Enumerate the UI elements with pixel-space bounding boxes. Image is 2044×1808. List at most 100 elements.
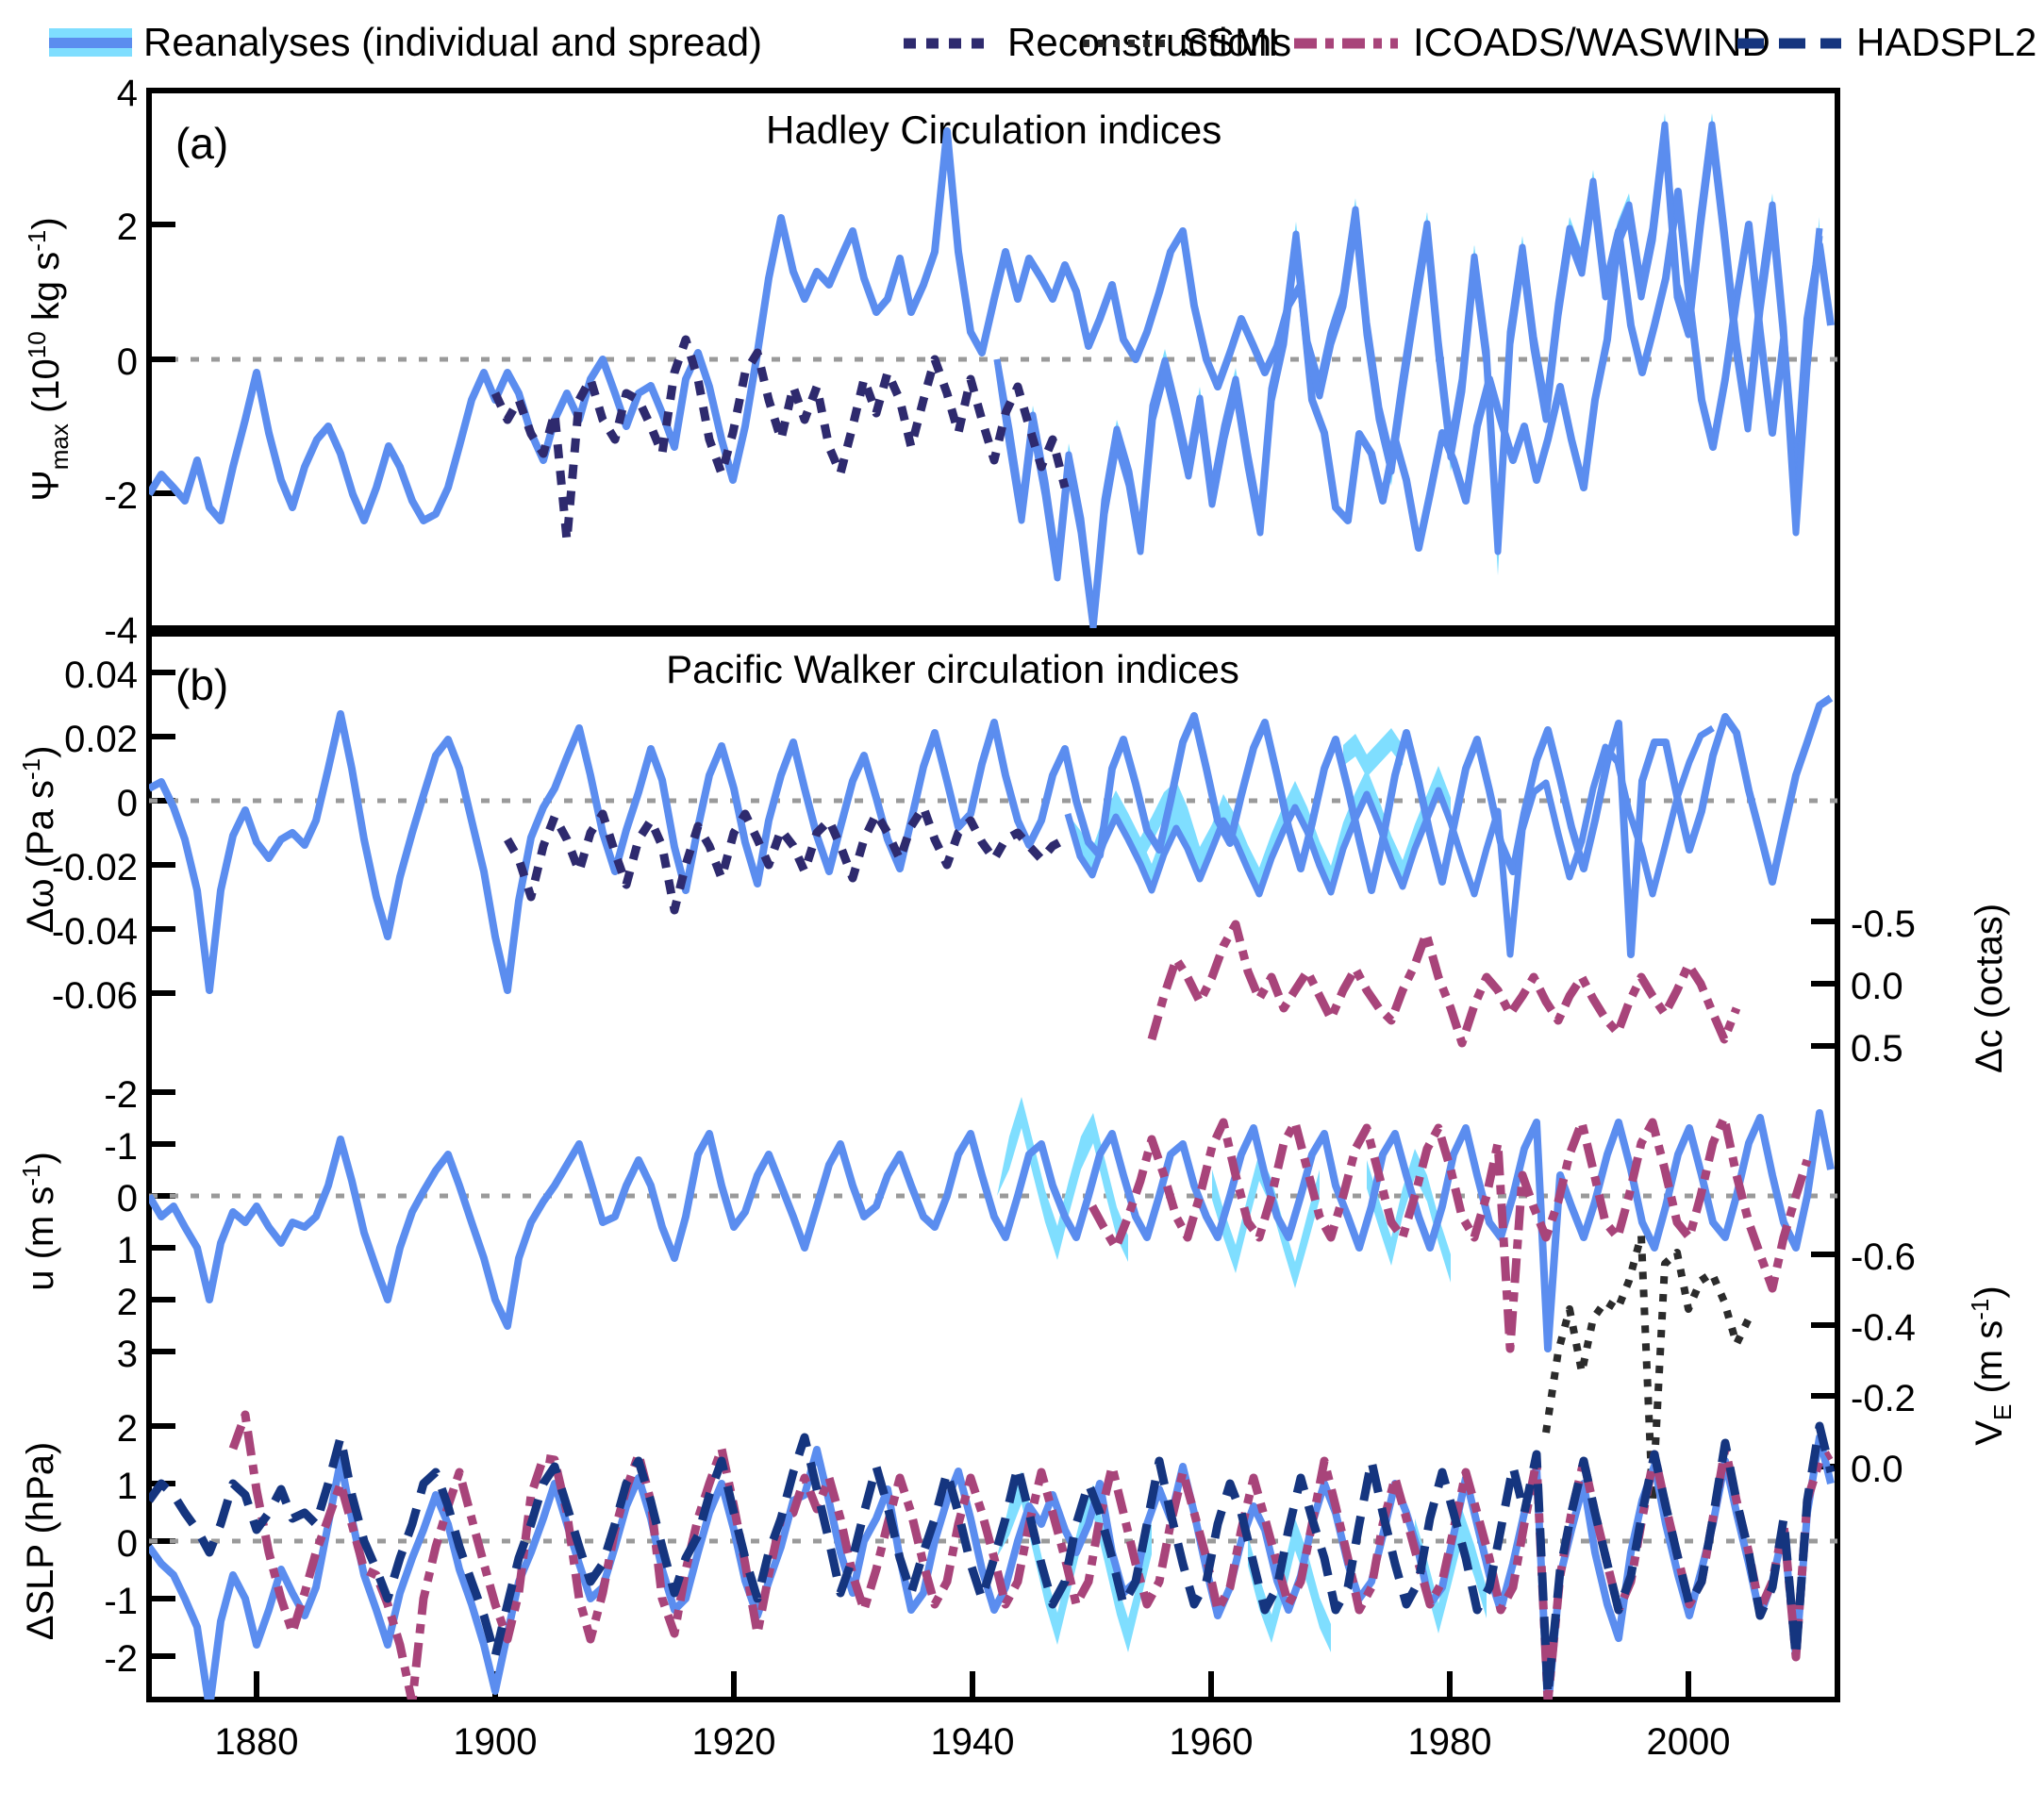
ytick-u-0: -2 (104, 1074, 138, 1116)
series-slp-spread (997, 1471, 1152, 1652)
dc-yticks (1811, 919, 1837, 1049)
ylabel-u-pre: u (m s (20, 1186, 61, 1291)
ylabel-a-sub: max (45, 423, 74, 470)
panel-a-title: Hadley Circulation indices (766, 108, 1221, 152)
ylabel-slp-post: ) (20, 1442, 61, 1454)
subpanel-omega: 0.04 0.02 0 -0.02 -0.04 -0.06 Δω (Pa s-1… (17, 655, 1837, 1017)
ytick-dc-2: 0.5 (1851, 1028, 1903, 1070)
ytick-dc-1: 0.0 (1851, 966, 1903, 1007)
ytick-slp-1: 1 (117, 1466, 138, 1507)
panel-b-title: Pacific Walker circulation indices (666, 647, 1239, 691)
ytick-a-3: -2 (104, 475, 138, 517)
ylabel-u-exp: -1 (17, 1165, 45, 1186)
ylabel-dc-post: ) (1969, 904, 2010, 916)
ylabel-omega: Δω (Pa s-1) (17, 746, 61, 934)
series-a-member-2 (993, 133, 1823, 628)
series-omega-reconstructions (504, 803, 1068, 915)
ylabel-slp-pre: ΔSLP (hPa (20, 1453, 61, 1640)
ylabel-dc: Δc (octas) (1969, 904, 2010, 1073)
ytick-omega-3: -0.02 (52, 847, 138, 888)
series-u-icoads (1088, 1113, 1812, 1353)
ylabel-ve-post: (m s (1969, 1320, 2010, 1404)
ytick-slp-2: 0 (117, 1523, 138, 1565)
xtick-2: 1920 (692, 1721, 776, 1763)
panel-a-ylabel: Ψmax (1010 kg s-1) (23, 217, 74, 501)
ytick-u-4: 2 (117, 1282, 138, 1323)
ytick-a-2: 0 (117, 341, 138, 383)
ylabel-a-unit2: kg s (25, 252, 67, 331)
ytick-omega-1: 0.02 (64, 719, 138, 760)
ylabel-a-close: ) (25, 217, 67, 229)
series-u-spread-b (1212, 1153, 1320, 1288)
ytick-a-4: -4 (104, 610, 138, 652)
svg-text:ΔSLP (hPa): ΔSLP (hPa) (20, 1442, 61, 1641)
ylabel-ve: VE (m s-1) (1966, 1286, 2017, 1445)
right-axis-dc: -0.5 0.0 0.5 Δc (octas) (1811, 904, 2010, 1073)
series-omega-spread (1068, 766, 1451, 894)
panel-b-xticks (254, 1671, 1691, 1700)
ytick-ve-1: -0.4 (1851, 1307, 1916, 1349)
u-yticks (149, 1089, 175, 1354)
ylabel-omega-exp: -1 (17, 758, 45, 780)
legend-swatch-reanalyses (49, 28, 132, 57)
series-omega-spread-c (1343, 728, 1403, 777)
svg-text:u (m s-1): u (m s-1) (17, 1152, 61, 1291)
series-slp-spread-b (1248, 1518, 1331, 1652)
ytick-slp-4: -2 (104, 1638, 138, 1680)
ytick-omega-2: 0 (117, 783, 138, 824)
subpanel-u: -2 -1 0 1 2 3 u (m s-1) (17, 1074, 1837, 1375)
series-omega-spread-b (1140, 781, 1212, 871)
ytick-a-1: 2 (117, 207, 138, 248)
series-slp-icoads (228, 1410, 1834, 1700)
panel-a-plot (149, 113, 1835, 628)
ytick-omega-5: -0.06 (52, 975, 138, 1017)
ylabel-slp: ΔSLP (hPa) (20, 1442, 61, 1641)
panel-a: 4 2 0 -2 -4 Ψmax (1010 kg s-1) (a) Hadle… (23, 73, 1840, 652)
ytick-slp-0: 2 (117, 1408, 138, 1450)
series-u-spread (997, 1097, 1128, 1262)
ytick-u-3: 1 (117, 1230, 138, 1271)
series-a-reanalyses (149, 127, 1835, 552)
legend-label-icoads: ICOADS/WASWIND (1413, 20, 1770, 64)
series-u-reanalyses (149, 1109, 1835, 1352)
ytick-slp-3: -1 (104, 1581, 138, 1622)
panel-a-yticks (149, 88, 175, 631)
ytick-u-1: -1 (104, 1126, 138, 1168)
legend-label-reanalyses: Reanalyses (individual and spread) (143, 20, 762, 64)
right-axis-ve: -0.6 -0.4 -0.2 0.0 VE (m s-1) (1811, 1236, 2017, 1490)
series-dc-icoads (1147, 920, 1741, 1048)
ytick-u-5: 3 (117, 1334, 138, 1375)
subpanel-slp: 2 1 0 -1 -2 ΔSLP (hPa) (20, 1408, 1837, 1680)
ytick-ve-0: -0.6 (1851, 1236, 1916, 1278)
xtick-3: 1940 (931, 1721, 1015, 1763)
panel-b-plot (149, 694, 1836, 1700)
xtick-6: 2000 (1647, 1721, 1731, 1763)
xtick-1: 1900 (454, 1721, 538, 1763)
ylabel-a-psi: Ψ (25, 470, 67, 501)
ylabel-u-post: ) (20, 1152, 61, 1164)
ytick-omega-0: 0.04 (64, 655, 138, 696)
series-ve-ssmi (1542, 1232, 1753, 1505)
legend-label-hadspl2: HADSPL2 (1856, 20, 2036, 64)
ytick-ve-2: -0.2 (1851, 1378, 1916, 1419)
ylabel-omega-pre: Δω (Pa s (20, 780, 61, 933)
svg-text:Ψmax (1010 kg s-1): Ψmax (1010 kg s-1) (23, 217, 74, 501)
panel-b-letter: (b) (175, 660, 228, 709)
series-u-spread-c (1367, 1149, 1451, 1283)
ylabel-a-unit: (10 (25, 358, 67, 423)
ylabel-a-exp: 10 (23, 331, 51, 358)
ytick-omega-4: -0.04 (52, 911, 138, 953)
series-omega-member-2 (1064, 725, 1715, 958)
legend: Reanalyses (individual and spread) Recon… (49, 20, 2036, 64)
series-a-reconstructions (490, 335, 1070, 545)
svg-text:Δc (octas): Δc (octas) (1969, 904, 2010, 1073)
ytick-a-0: 4 (117, 73, 138, 114)
xtick-0: 1880 (215, 1721, 299, 1763)
xtick-4: 1960 (1170, 1721, 1254, 1763)
svg-text:VE (m s-1): VE (m s-1) (1966, 1286, 2017, 1445)
ylabel-ve-exp: -1 (1966, 1299, 1994, 1320)
ylabel-ve-close: ) (1969, 1286, 2010, 1298)
panel-a-letter: (a) (175, 119, 228, 168)
